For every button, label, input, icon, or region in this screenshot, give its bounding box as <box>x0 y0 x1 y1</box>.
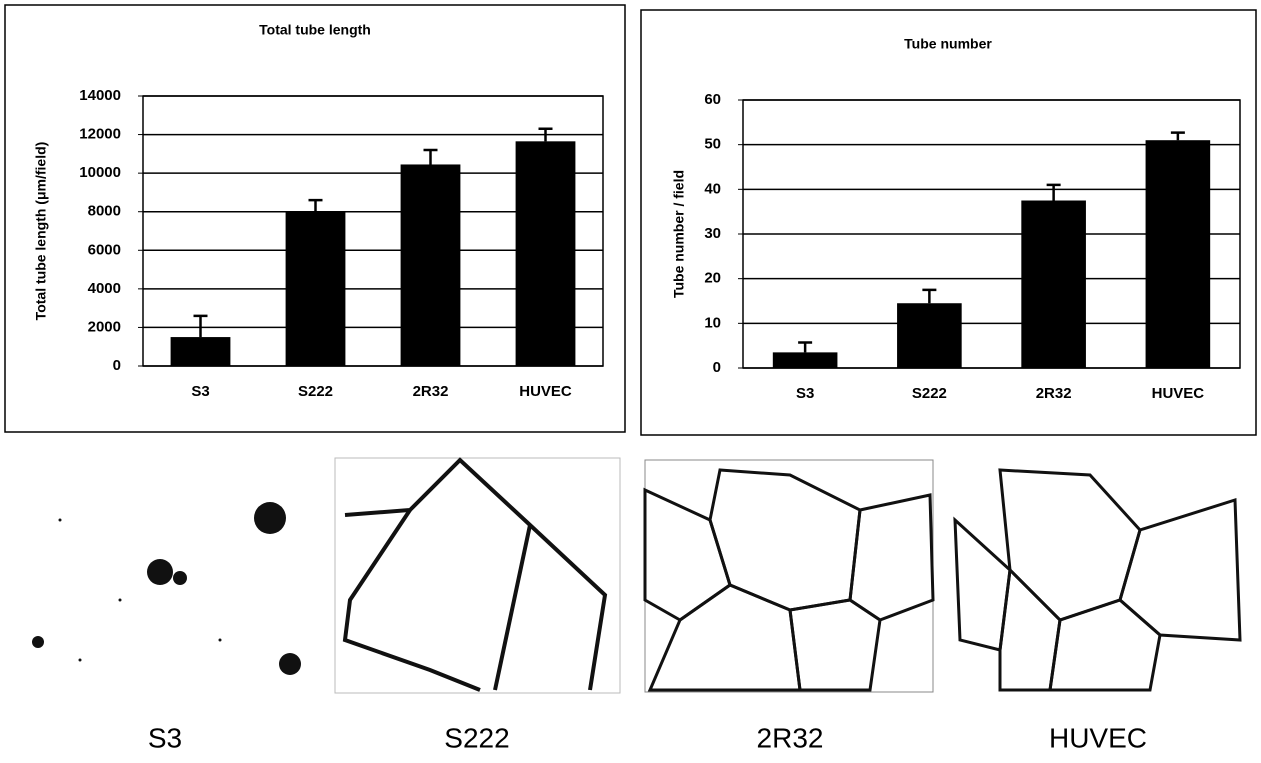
micrograph <box>335 458 620 693</box>
y-tick-label: 4000 <box>88 280 121 297</box>
error-bar <box>922 290 936 303</box>
x-tick-label: S222 <box>298 383 333 400</box>
x-tick-label: S222 <box>912 385 947 402</box>
panel-label: HUVEC <box>1049 722 1147 753</box>
error-bar <box>1047 185 1061 201</box>
figure: Total tube length Total tube length (μm/f… <box>0 0 1261 758</box>
bar <box>897 303 962 368</box>
y-tick-label: 10 <box>704 314 721 331</box>
x-tick-label: HUVEC <box>1152 385 1205 402</box>
error-bar <box>194 316 208 337</box>
y-tick-label: 0 <box>713 359 721 376</box>
y-axis-label: Tube number / field <box>671 170 687 298</box>
bar <box>286 212 346 366</box>
y-tick-label: 12000 <box>79 126 121 143</box>
bar <box>171 337 231 366</box>
error-bar <box>798 343 812 353</box>
y-tick-label: 14000 <box>79 87 121 104</box>
x-tick-label: 2R32 <box>1036 385 1072 402</box>
chart-title: Tube number <box>904 36 992 52</box>
x-tick-label: HUVEC <box>519 383 572 400</box>
chart-title: Total tube length <box>259 22 371 38</box>
bar <box>401 164 461 366</box>
error-bar <box>309 200 323 212</box>
y-tick-label: 20 <box>704 270 721 287</box>
error-bar <box>1171 133 1185 141</box>
micrograph <box>32 502 301 675</box>
y-tick-label: 0 <box>113 357 121 374</box>
y-tick-label: 40 <box>704 180 721 197</box>
micrograph <box>645 460 933 692</box>
x-tick-label: S3 <box>191 383 209 400</box>
panel-label: S222 <box>444 722 509 753</box>
y-tick-label: 50 <box>704 136 721 153</box>
y-tick-label: 8000 <box>88 203 121 220</box>
y-tick-label: 6000 <box>88 241 121 258</box>
panel-label: S3 <box>148 722 182 753</box>
y-tick-label: 2000 <box>88 318 121 335</box>
bar <box>1146 140 1211 368</box>
y-tick-label: 30 <box>704 225 721 242</box>
micrograph <box>955 470 1240 690</box>
x-tick-label: 2R32 <box>413 383 449 400</box>
bar <box>516 141 576 366</box>
panel-label: 2R32 <box>757 722 824 753</box>
bar <box>773 352 838 368</box>
y-axis-label: Total tube length (μm/field) <box>33 142 49 321</box>
y-tick-label: 10000 <box>79 164 121 181</box>
bar <box>1021 201 1086 369</box>
y-tick-label: 60 <box>704 91 721 108</box>
error-bar <box>424 150 438 164</box>
x-tick-label: S3 <box>796 385 814 402</box>
